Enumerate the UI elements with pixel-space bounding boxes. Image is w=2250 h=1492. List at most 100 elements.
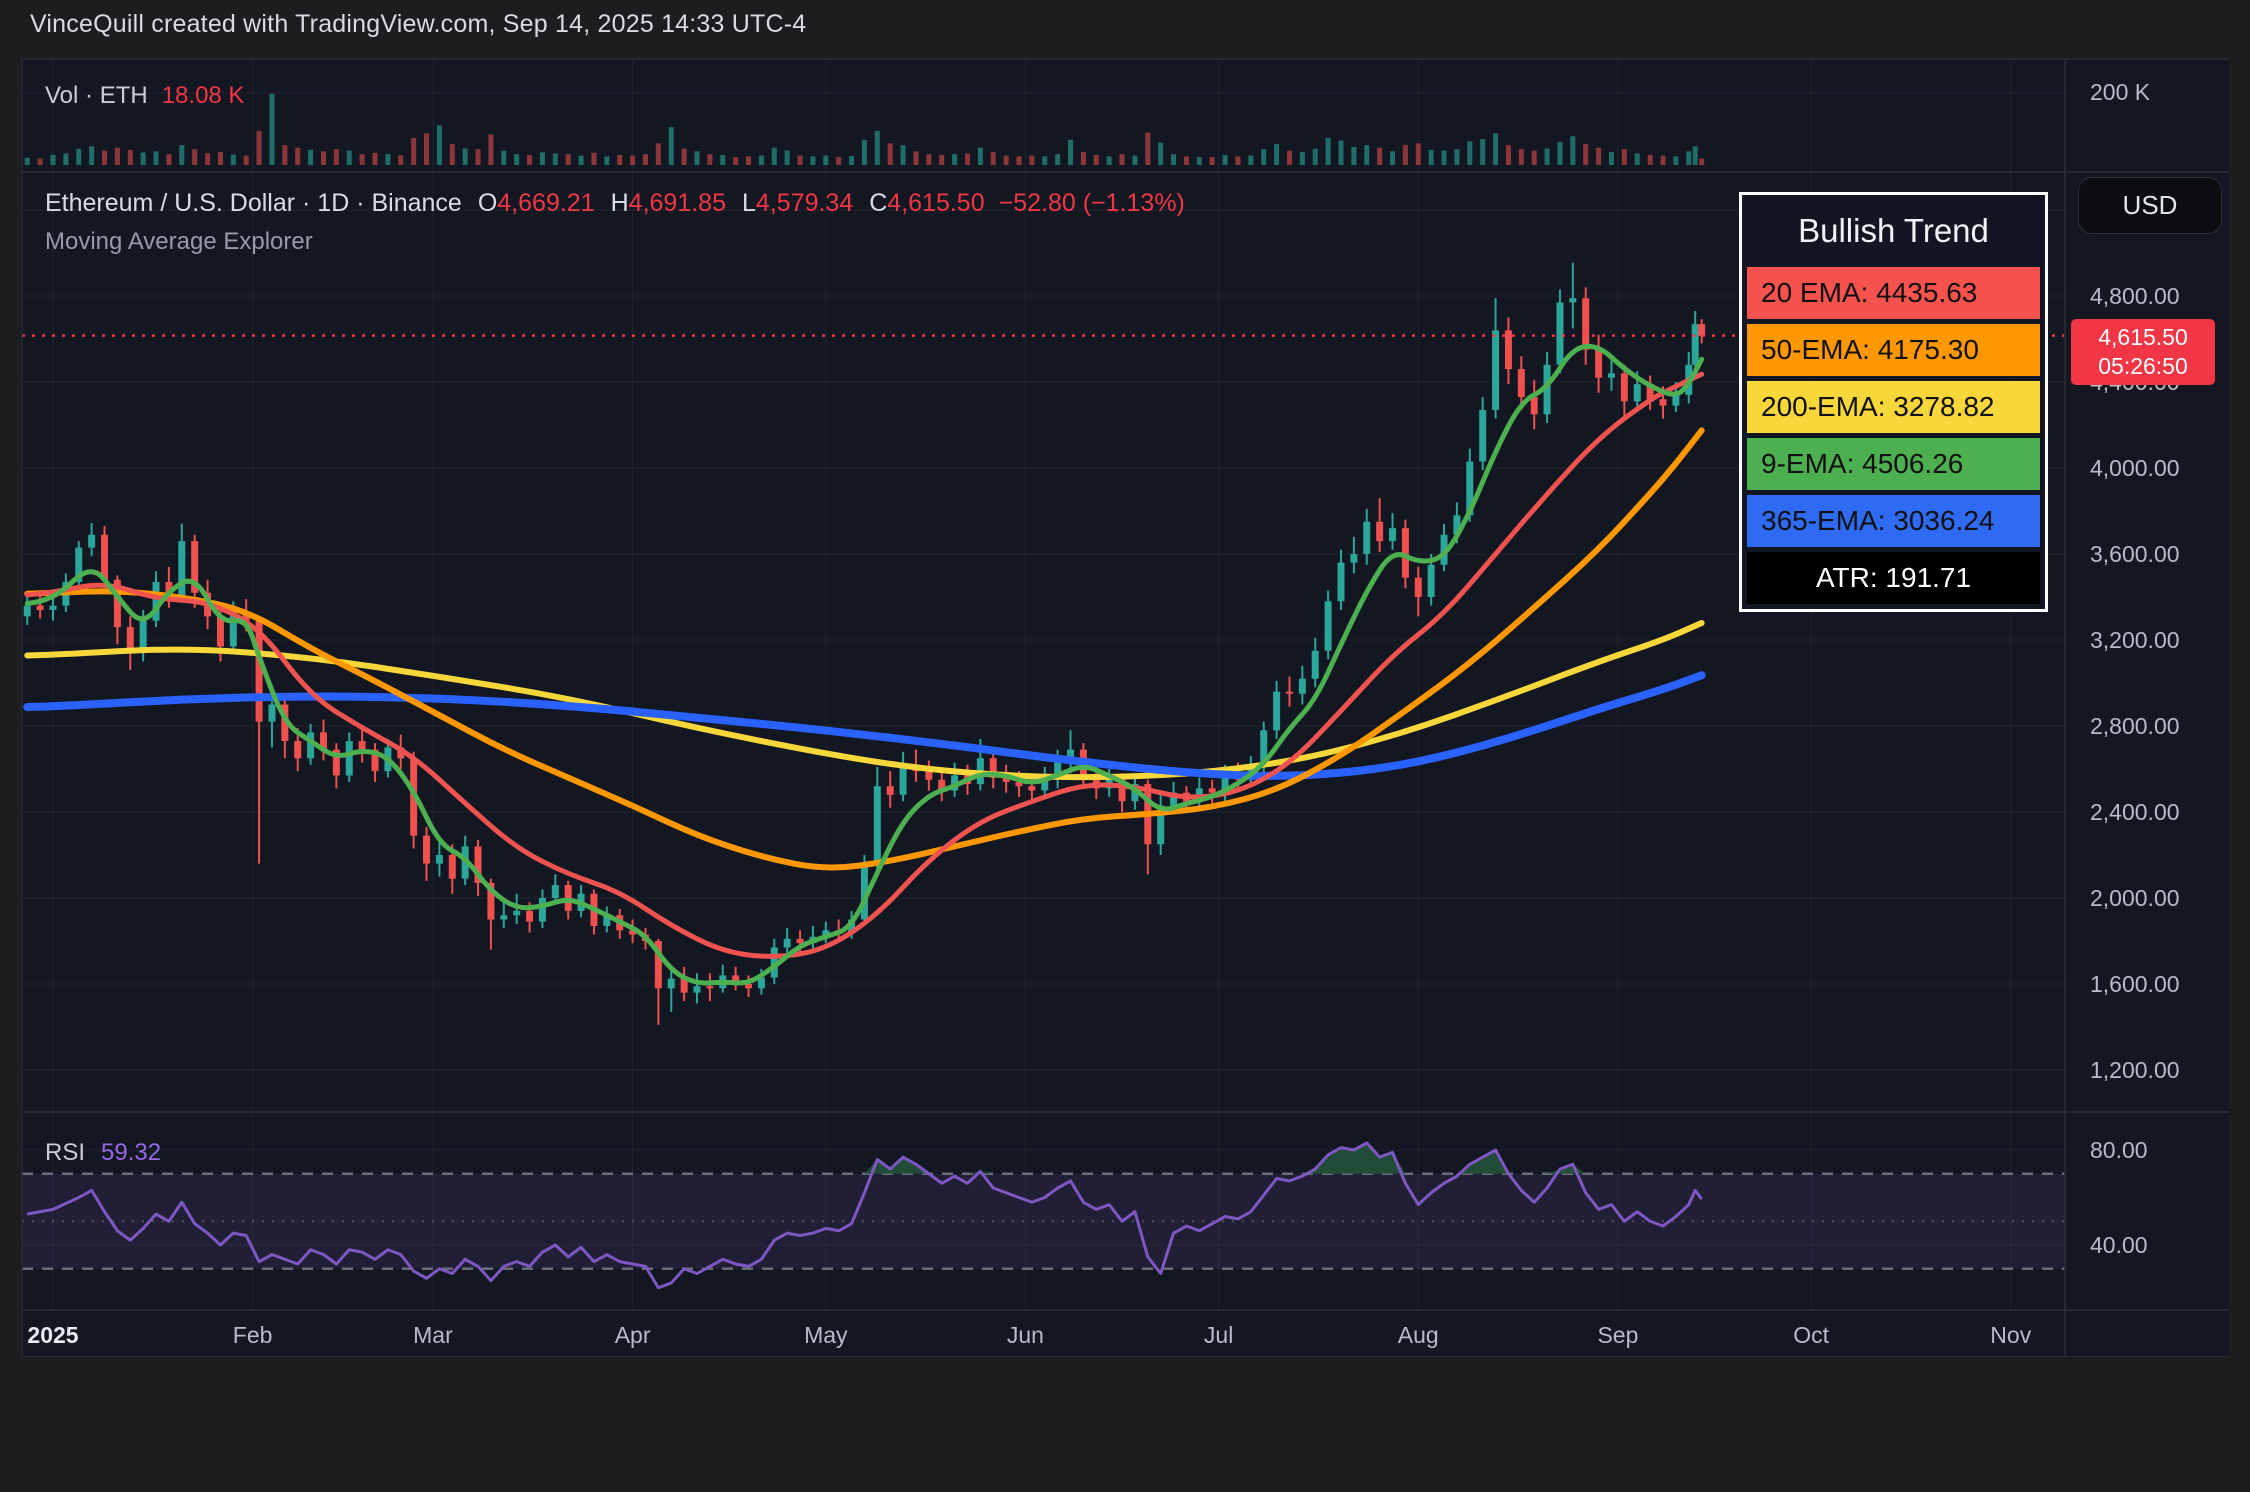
volume-bar	[1364, 145, 1370, 165]
candle-body	[1350, 554, 1358, 563]
volume-bar	[1299, 152, 1305, 165]
volume-bar	[565, 154, 571, 165]
time-axis-label-feb[interactable]: Feb	[232, 1322, 273, 1348]
volume-bar	[1583, 144, 1589, 165]
price-tick-label[interactable]: 3,600.00	[2090, 541, 2180, 567]
time-axis-label-may[interactable]: May	[804, 1322, 848, 1348]
volume-bar	[102, 150, 108, 165]
candle-body	[1492, 330, 1500, 410]
ohlc-o: O4,669.21	[477, 189, 595, 217]
candle-body	[75, 547, 83, 582]
candle-body	[873, 786, 881, 866]
candle-body	[435, 855, 443, 864]
volume-bar	[823, 155, 829, 165]
candle-body	[294, 741, 302, 759]
rsi-overbought-fill	[27, 1142, 1702, 1174]
candle-body	[1401, 528, 1409, 578]
time-axis-label-oct[interactable]: Oct	[1793, 1322, 1829, 1348]
price-tick-label[interactable]: 1,200.00	[2090, 1057, 2180, 1083]
legend-row-20-ema: 20 EMA: 4435.63	[1747, 267, 2040, 319]
last-price: 4,615.50	[2098, 324, 2188, 350]
time-axis-label-apr[interactable]: Apr	[614, 1322, 651, 1348]
indicator-subtitle[interactable]: Moving Average Explorer	[45, 228, 313, 255]
ohlc-values: O4,669.21 H4,691.85 L4,579.34 C4,615.50	[462, 189, 985, 217]
price-tick-label[interactable]: 4,000.00	[2090, 455, 2180, 481]
candle-body	[216, 616, 224, 647]
volume-bar	[205, 153, 211, 165]
price-tick-label[interactable]: 3,200.00	[2090, 627, 2180, 653]
volume-label-text: Vol · ETH	[45, 82, 148, 109]
volume-bar	[217, 152, 223, 165]
volume-bar	[1673, 156, 1679, 165]
candle-body	[448, 855, 456, 879]
volume-bar	[1209, 157, 1215, 165]
symbol-title[interactable]: Ethereum / U.S. Dollar · 1D · Binance	[45, 189, 462, 217]
volume-bar	[192, 149, 198, 165]
last-price-badge: 4,615.50 05:26:50	[2071, 319, 2215, 385]
candle-body	[706, 986, 714, 989]
volume-bar	[1029, 155, 1035, 165]
volume-bar	[887, 143, 893, 165]
volume-bar	[1660, 155, 1666, 165]
candle-body	[551, 885, 559, 898]
price-tick-label[interactable]: 2,000.00	[2090, 885, 2180, 911]
volume-bar	[462, 148, 468, 165]
volume-bar	[1692, 146, 1698, 165]
candle-body	[654, 941, 662, 989]
price-tick-label[interactable]: 2,800.00	[2090, 713, 2180, 739]
volume-tick-label[interactable]: 200 K	[2090, 79, 2151, 105]
candle-body	[1556, 302, 1564, 365]
volume-bar	[1505, 145, 1511, 165]
volume-bar	[1274, 144, 1280, 165]
candle-body	[371, 749, 379, 772]
candle-body	[1427, 564, 1435, 597]
time-axis-label-sep[interactable]: Sep	[1597, 1322, 1639, 1348]
volume-bar	[50, 154, 56, 165]
rsi-tick-label[interactable]: 40.00	[2090, 1232, 2148, 1258]
ohlc-l: L4,579.34	[742, 189, 854, 217]
candle-body	[1414, 577, 1422, 597]
volume-bar	[140, 152, 146, 165]
price-tick-label[interactable]: 4,800.00	[2090, 283, 2180, 309]
volume-bar	[333, 149, 339, 165]
volume-bar	[707, 154, 713, 165]
volume-bar	[733, 157, 739, 165]
volume-bar	[1608, 152, 1614, 165]
candle-body	[745, 984, 753, 989]
volume-bar	[1261, 149, 1267, 165]
volume-bar	[964, 153, 970, 165]
candle-body	[1221, 775, 1229, 793]
price-tick-label[interactable]: 2,400.00	[2090, 799, 2180, 825]
volume-bar	[849, 156, 855, 165]
time-axis-label-aug[interactable]: Aug	[1397, 1322, 1439, 1348]
candle-body	[603, 915, 611, 926]
volume-value: 18.08 K	[161, 82, 245, 109]
candle-body	[1517, 369, 1525, 398]
time-axis-label-mar[interactable]: Mar	[413, 1322, 453, 1348]
candle-body	[255, 620, 263, 722]
ohlc-c: C4,615.50	[869, 189, 985, 217]
volume-bar	[514, 154, 520, 165]
time-axis-label-jul[interactable]: Jul	[1203, 1322, 1234, 1348]
rsi-tick-label[interactable]: 80.00	[2090, 1137, 2148, 1163]
volume-bar	[900, 145, 906, 165]
rsi-line	[26, 1141, 1703, 1290]
volume-bar	[372, 152, 378, 165]
candle-body	[281, 704, 289, 742]
volume-bar	[1196, 157, 1202, 165]
time-axis-label-jun[interactable]: Jun	[1006, 1322, 1044, 1348]
currency-toggle-button[interactable]: USD	[2078, 177, 2222, 234]
candle-body	[1002, 777, 1010, 782]
price-tick-label[interactable]: 1,600.00	[2090, 971, 2180, 997]
volume-bar	[1557, 141, 1563, 165]
volume-bar	[861, 139, 867, 165]
candle-body	[757, 977, 765, 989]
time-axis-label-2025[interactable]: 2025	[27, 1322, 79, 1348]
candle-body	[1285, 691, 1293, 694]
volume-bar	[797, 155, 803, 165]
time-axis-label-nov[interactable]: Nov	[1990, 1322, 2032, 1348]
candle-body	[1691, 324, 1699, 365]
candle-body	[229, 612, 237, 647]
candle-body	[796, 938, 804, 944]
